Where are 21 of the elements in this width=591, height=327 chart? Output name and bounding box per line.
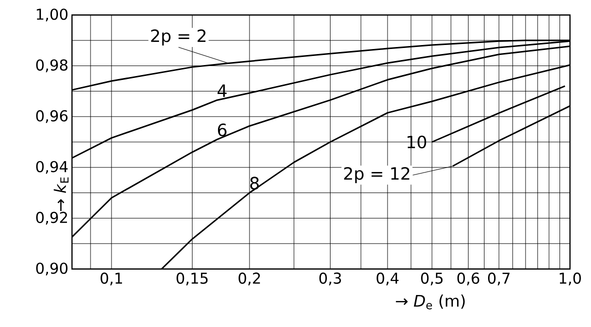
x-tick-label: 0,4	[376, 272, 399, 286]
legend-label: 2p = 12	[344, 167, 410, 184]
y-tick-label: 0,94	[36, 160, 68, 174]
x-tick-label: 1,0	[560, 272, 581, 286]
y-tick-label: 1,00	[36, 8, 68, 22]
series-label: 6	[218, 123, 226, 136]
x-axis-title: → D$_{e}$ (m)	[396, 294, 465, 310]
x-tick-label: 0,7	[488, 272, 510, 286]
y-axis-title: → k$_{E}$	[54, 177, 68, 211]
y-tick-label: 0,92	[36, 212, 67, 225]
x-tick-label: 0,1	[100, 272, 122, 286]
y-tick-label: 0,96	[36, 110, 68, 124]
y-tick-label: 0,98	[36, 59, 68, 72]
series-label: 10	[408, 136, 426, 148]
x-tick-label: 0,2	[238, 272, 260, 286]
series-label: 2p = 2	[151, 29, 206, 46]
x-tick-label: 0,5	[421, 272, 443, 286]
x-tick-label: 0,6	[457, 272, 480, 286]
x-tick-label: 0,15	[176, 272, 208, 286]
x-tick-label: 0,3	[319, 272, 341, 286]
y-tick-label: 0,90	[36, 262, 68, 276]
